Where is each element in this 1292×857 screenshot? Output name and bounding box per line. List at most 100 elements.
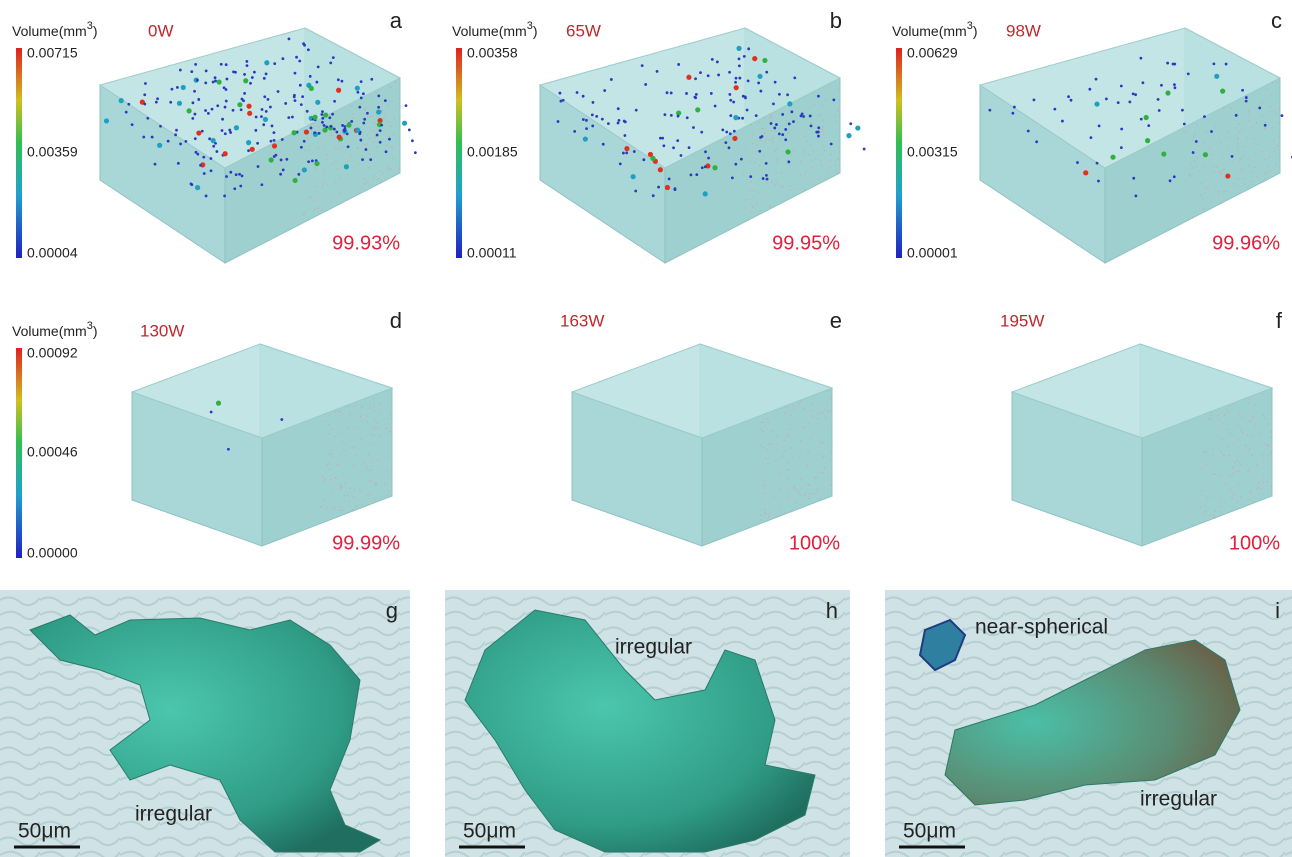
pore (559, 92, 562, 95)
texture-dot (1240, 427, 1242, 429)
pore (716, 61, 719, 64)
texture-dot (331, 132, 333, 134)
pore (787, 160, 790, 163)
texture-dot (1263, 128, 1265, 130)
pore (1203, 115, 1206, 118)
texture-dot (1220, 451, 1222, 453)
pore (341, 80, 344, 83)
pore (336, 88, 341, 93)
texture-dot (754, 161, 756, 163)
pore (196, 130, 201, 135)
pore (228, 129, 231, 132)
annotation: irregular (135, 803, 212, 826)
scale-bar-label: 50μm (463, 820, 516, 843)
pore (127, 103, 130, 106)
pore (287, 116, 290, 119)
texture-dot (1258, 481, 1260, 483)
texture-dot (1226, 483, 1228, 485)
texture-dot (821, 128, 823, 130)
texture-dot (1203, 451, 1205, 453)
texture-dot (788, 489, 790, 491)
texture-dot (1236, 470, 1238, 472)
panel-letter: f (1276, 308, 1283, 333)
texture-dot (793, 408, 795, 410)
texture-dot (793, 457, 795, 459)
pore (785, 149, 790, 154)
pore (247, 111, 252, 116)
texture-dot (371, 458, 373, 460)
texture-dot (1228, 411, 1230, 413)
pore (242, 99, 245, 102)
texture-dot (1232, 495, 1234, 497)
texture-dot (348, 500, 350, 502)
pore (775, 123, 778, 126)
texture-dot (332, 493, 334, 495)
pore (784, 138, 787, 141)
pore (610, 78, 613, 81)
colorbar-title-end: ) (973, 23, 978, 39)
pore (688, 146, 691, 149)
texture-dot (815, 493, 817, 495)
pore (167, 140, 170, 143)
texture-dot (824, 409, 826, 411)
pore (321, 110, 324, 113)
pore (741, 117, 744, 120)
texture-dot (1203, 505, 1205, 507)
texture-dot (816, 418, 818, 420)
texture-dot (837, 158, 839, 160)
texture-dot (1266, 481, 1268, 483)
texture-dot (806, 141, 808, 143)
texture-dot (347, 427, 349, 429)
pore (250, 147, 255, 152)
texture-dot (1257, 143, 1259, 145)
texture-dot (1247, 157, 1249, 159)
texture-dot (364, 178, 366, 180)
texture-dot (1200, 182, 1202, 184)
texture-dot (829, 160, 831, 162)
texture-dot (352, 509, 354, 511)
texture-dot (837, 109, 839, 111)
pore (280, 159, 283, 162)
texture-dot (827, 171, 829, 173)
texture-dot (826, 405, 828, 407)
pore (414, 151, 417, 154)
pore (376, 109, 381, 114)
texture-dot (1242, 169, 1244, 171)
texture-dot (360, 438, 362, 440)
texture-dot (1194, 133, 1196, 135)
texture-dot (809, 493, 811, 495)
pore (662, 144, 665, 147)
texture-dot (323, 173, 325, 175)
texture-dot (822, 456, 824, 458)
texture-dot (361, 490, 363, 492)
texture-dot (1238, 484, 1240, 486)
texture-dot (375, 92, 377, 94)
pore (670, 92, 673, 95)
pore (1160, 84, 1163, 87)
pore (1094, 101, 1099, 106)
texture-dot (388, 457, 390, 459)
texture-dot (1216, 166, 1218, 168)
pore (707, 74, 710, 77)
pore (583, 136, 588, 141)
colorbar-title-end: ) (93, 23, 98, 39)
colorbar-title: Volume(mm3) (12, 320, 97, 339)
texture-dot (1231, 473, 1233, 475)
pore (263, 117, 268, 122)
texture-dot (1270, 437, 1272, 439)
texture-dot (391, 100, 393, 102)
pore (355, 128, 360, 133)
texture-dot (388, 167, 390, 169)
texture-dot (1261, 453, 1263, 455)
texture-dot (1233, 183, 1235, 185)
texture-dot (368, 454, 370, 456)
texture-dot (752, 206, 754, 208)
texture-dot (1226, 190, 1228, 192)
morphology-panel: hirregular50μm (445, 590, 850, 857)
texture-dot (353, 489, 355, 491)
texture-dot (821, 455, 823, 457)
texture-dot (343, 450, 345, 452)
pore (193, 90, 196, 93)
texture-dot (821, 104, 823, 106)
pore (757, 74, 762, 79)
